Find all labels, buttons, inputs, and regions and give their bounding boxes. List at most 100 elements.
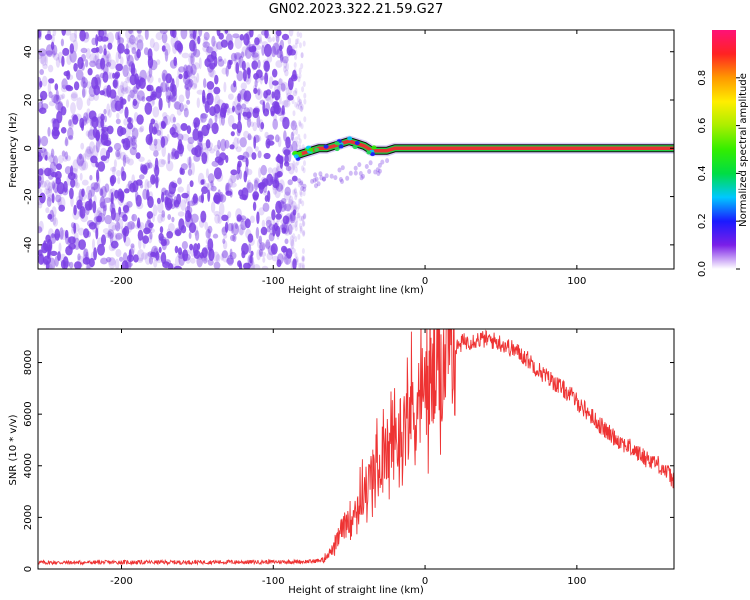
noise-blob: [85, 48, 91, 60]
noise-blob: [301, 262, 305, 269]
noise-blob: [86, 146, 93, 155]
noise-blob: [51, 193, 55, 204]
noise-blob: [213, 194, 220, 204]
noise-blob: [71, 222, 80, 233]
noise-blob: [106, 125, 114, 135]
noise-blob: [236, 137, 240, 144]
noise-blob: [95, 131, 100, 142]
noise-blob: [147, 234, 153, 244]
noise-blob: [126, 51, 131, 62]
noise-blob: [291, 136, 295, 143]
noise-blob: [174, 255, 181, 268]
noise-blob: [272, 36, 275, 42]
noise-blob: [106, 103, 111, 116]
noise-blob: [294, 194, 298, 201]
noise-blob: [297, 203, 301, 210]
noise-blob: [50, 148, 55, 158]
noise-blob: [278, 179, 285, 190]
noise-blob: [298, 262, 302, 269]
noise-blob: [188, 52, 195, 59]
noise-blob: [81, 86, 87, 98]
noise-blob: [39, 80, 43, 88]
noise-blob: [93, 182, 101, 193]
noise-blob: [292, 258, 297, 269]
noise-blob: [227, 211, 232, 219]
noise-blob: [242, 151, 250, 160]
noise-blob: [168, 191, 174, 204]
noise-blob: [83, 112, 89, 122]
noise-blob: [99, 201, 107, 209]
noise-blob: [213, 167, 222, 180]
noise-blob: [259, 244, 264, 256]
noise-blob: [92, 238, 95, 250]
noise-blob: [51, 94, 59, 104]
noise-blob: [106, 149, 110, 159]
noise-blob: [126, 143, 130, 150]
noise-blob: [122, 205, 130, 213]
noise-blob: [198, 131, 204, 143]
noise-blob: [121, 87, 129, 95]
noise-blob: [134, 36, 139, 46]
noise-blob: [115, 248, 122, 258]
noise-blob: [298, 198, 302, 205]
noise-blob: [287, 37, 292, 45]
noise-blob: [251, 60, 258, 70]
noise-blob: [127, 221, 135, 230]
noise-blob: [96, 175, 101, 187]
noise-blob: [95, 46, 100, 53]
noise-blob: [188, 78, 194, 88]
signal-fringe: [310, 178, 315, 184]
noise-blob: [207, 227, 211, 241]
noise-blob: [166, 133, 170, 142]
noise-blob: [103, 205, 107, 216]
colorbar-tick-label: 0.6: [697, 118, 708, 134]
noise-blob: [264, 70, 269, 80]
noise-blob: [84, 148, 93, 160]
noise-blob: [115, 221, 121, 232]
signal-blob: [338, 144, 344, 149]
noise-blob: [262, 202, 270, 212]
noise-blob: [221, 214, 229, 221]
noise-blob: [273, 101, 280, 114]
noise-blob: [286, 45, 293, 56]
noise-blob: [57, 51, 64, 64]
noise-blob: [219, 194, 227, 203]
noise-blob: [271, 91, 275, 99]
noise-blob: [173, 265, 182, 269]
noise-blob: [263, 60, 271, 72]
noise-blob: [173, 101, 180, 110]
noise-blob: [237, 160, 242, 168]
noise-blob: [187, 78, 194, 88]
noise-blob: [73, 222, 77, 234]
noise-blob: [127, 39, 131, 49]
noise-blob: [295, 140, 299, 147]
noise-blob: [49, 209, 55, 222]
noise-blob: [275, 182, 284, 192]
noise-blob: [38, 187, 43, 194]
noise-blob: [273, 89, 281, 101]
noise-blob: [291, 175, 298, 182]
noise-blob: [294, 225, 298, 232]
noise-blob: [118, 206, 122, 215]
noise-blob: [259, 99, 266, 105]
noise-blob: [124, 156, 131, 164]
noise-blob: [44, 54, 49, 66]
noise-blob: [166, 231, 174, 239]
noise-blob: [240, 82, 247, 90]
noise-blob: [38, 134, 42, 147]
noise-blob: [272, 185, 278, 195]
noise-blob: [262, 256, 266, 263]
noise-blob: [205, 139, 211, 149]
noise-blob: [55, 89, 59, 102]
noise-blob: [183, 107, 189, 118]
noise-blob: [272, 68, 278, 78]
noise-blob: [70, 91, 79, 102]
noise-blob: [85, 112, 89, 125]
noise-blob: [254, 179, 259, 191]
noise-blob: [265, 216, 273, 225]
noise-blob: [38, 249, 44, 258]
noise-blob: [187, 62, 193, 75]
noise-blob: [135, 152, 141, 160]
noise-blob: [70, 222, 76, 229]
